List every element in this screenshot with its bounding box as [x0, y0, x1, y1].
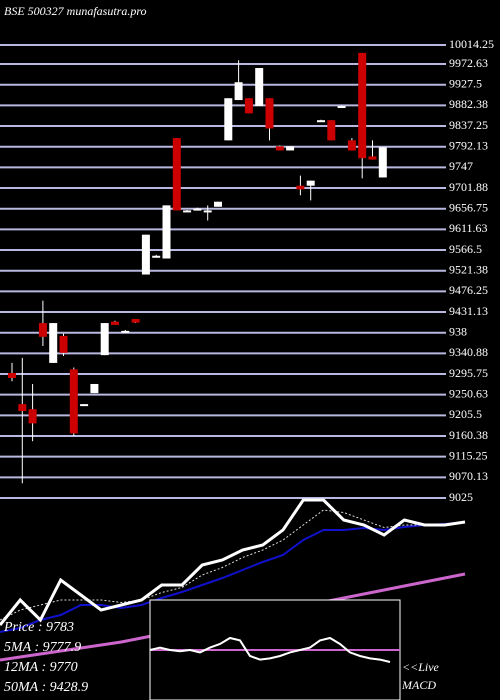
y-tick-label: 9656.75: [449, 200, 488, 214]
candle-body: [306, 180, 315, 186]
candle-body: [18, 404, 27, 411]
candle-body: [38, 323, 47, 337]
y-tick-label: 9747: [449, 159, 473, 173]
candle-body: [69, 369, 78, 434]
candle-body: [28, 409, 37, 424]
candle-body: [59, 335, 68, 353]
y-tick-label: 9476.25: [449, 283, 488, 297]
candle-body: [152, 255, 161, 258]
y-tick-label: 9927.5: [449, 76, 482, 90]
indicator-line: [0, 521, 466, 633]
indicator-line: [0, 509, 466, 621]
macd-label: MACD: [401, 678, 436, 692]
candle-body: [214, 201, 222, 207]
macd-label: <<Live: [402, 660, 440, 674]
candle-body: [255, 68, 264, 107]
candle-body: [286, 146, 295, 151]
candle-body: [265, 98, 274, 129]
y-tick-label: 9295.75: [449, 366, 488, 380]
candle-body: [193, 208, 202, 211]
candle-body: [80, 404, 89, 407]
y-tick-label: 9566.5: [449, 242, 482, 256]
y-tick-label: 9025: [449, 490, 473, 504]
candle-body: [358, 52, 367, 159]
y-tick-label: 9205.5: [449, 407, 482, 421]
macd-line: [149, 636, 391, 663]
candle-body: [111, 321, 119, 325]
candle-body: [162, 205, 171, 259]
candle-body: [337, 106, 346, 109]
candle-body: [49, 323, 58, 363]
y-tick-label: 9521.38: [449, 262, 488, 276]
legend-entry: 50MA : 9428.9: [4, 680, 88, 695]
candle-body: [90, 383, 99, 394]
y-tick-label: 9701.88: [449, 180, 488, 194]
candle-body: [275, 146, 284, 151]
y-tick-label: 9160.38: [449, 428, 488, 442]
candle-body: [141, 234, 150, 275]
candle-body: [327, 120, 336, 141]
candle-body: [368, 156, 377, 160]
candle-body: [347, 140, 356, 151]
candle-body: [234, 82, 243, 101]
y-tick-label: 9972.63: [449, 56, 488, 70]
y-tick-label: 9882.38: [449, 97, 488, 111]
y-tick-label: 9070.13: [449, 469, 488, 483]
y-tick-label: 9792.13: [449, 138, 488, 152]
candle-body: [224, 98, 233, 141]
candle-body: [131, 318, 140, 323]
y-tick-label: 9250.63: [449, 386, 488, 400]
candle-body: [121, 330, 130, 333]
candle-body: [244, 98, 253, 114]
candle-body: [378, 147, 387, 178]
y-tick-label: 9340.88: [449, 345, 488, 359]
candle-body: [172, 138, 181, 211]
candle-body: [100, 323, 109, 356]
candle-body: [203, 210, 212, 213]
candle-body: [296, 185, 305, 190]
y-tick-label: 9115.25: [449, 448, 488, 462]
legend-entry: 12MA : 9770: [4, 660, 78, 675]
legend-entry: Price : 9783: [3, 620, 74, 635]
legend-entry: 5MA : 9777.9: [4, 640, 81, 655]
indicator-line: [0, 498, 466, 626]
y-tick-label: 9431.13: [449, 304, 488, 318]
y-tick-label: 938: [449, 324, 467, 338]
candle-body: [183, 210, 192, 213]
y-tick-label: 9837.25: [449, 118, 488, 132]
candle-body: [317, 120, 325, 123]
chart-title: BSE 500327 munafasutra.pro: [4, 4, 147, 18]
y-tick-label: 10014.25: [449, 37, 494, 51]
candle-body: [8, 372, 16, 379]
y-tick-label: 9611.63: [449, 221, 488, 235]
